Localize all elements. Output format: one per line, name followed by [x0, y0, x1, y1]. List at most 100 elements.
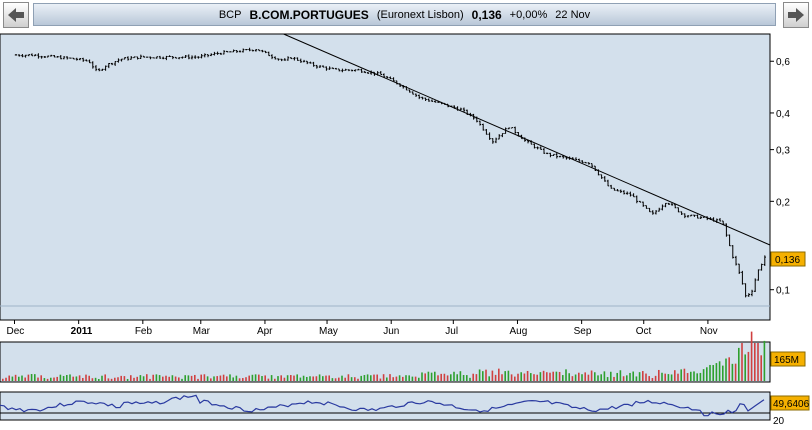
price-bar	[606, 179, 610, 187]
price-bar	[731, 245, 734, 259]
price-bar	[741, 270, 744, 285]
price-bar	[104, 65, 107, 71]
volume-bar	[728, 357, 730, 381]
price-bar	[306, 60, 309, 65]
volume-bar	[350, 377, 353, 381]
price-bar	[661, 204, 664, 211]
volume-bar	[664, 373, 666, 381]
volume-bar	[706, 367, 708, 381]
volume-bar	[552, 371, 554, 381]
volume-bar	[437, 375, 439, 381]
price-bar	[133, 56, 136, 59]
price-bar	[350, 69, 354, 72]
volume-bar	[357, 378, 359, 381]
price-bar	[120, 58, 123, 62]
price-bar	[674, 204, 677, 209]
volume-bar	[24, 377, 26, 381]
volume-bar	[622, 376, 625, 381]
volume-bar	[635, 376, 638, 381]
volume-bar	[171, 375, 174, 381]
forward-button[interactable]	[783, 2, 809, 28]
price-bar	[645, 205, 648, 209]
price-bar	[152, 57, 155, 59]
price-bar	[200, 54, 203, 59]
price-bar	[632, 193, 635, 198]
price-bar	[677, 207, 680, 213]
volume-bar	[619, 370, 622, 381]
price-bar	[299, 58, 302, 63]
price-bar	[126, 56, 130, 61]
price-bar	[533, 143, 536, 149]
price-bar	[382, 73, 386, 78]
volume-bar	[414, 376, 417, 381]
volume-bar	[510, 374, 513, 381]
volume-bar	[754, 343, 756, 381]
trendline[interactable]	[283, 33, 771, 246]
volume-bar	[386, 377, 388, 381]
price-bar	[290, 57, 293, 60]
oscillator-panel[interactable]	[0, 391, 771, 421]
price-bar	[78, 57, 82, 61]
volume-bar	[693, 371, 695, 381]
volume-bar	[446, 375, 449, 381]
price-bar	[357, 68, 360, 71]
price-bar	[347, 69, 350, 72]
ticker-symbol: BCP	[218, 8, 242, 21]
last-price: 0,136	[471, 7, 502, 22]
price-bar	[334, 67, 338, 70]
volume-bar	[91, 378, 94, 381]
volume-bar	[299, 377, 302, 381]
volume-badge	[770, 351, 806, 367]
price-bar	[408, 89, 411, 93]
volume-bar	[568, 373, 570, 381]
volume-bar	[594, 372, 596, 381]
volume-bar	[360, 375, 362, 381]
price-bar	[325, 66, 328, 71]
volume-bar	[683, 368, 686, 381]
price-bar	[642, 201, 645, 207]
price-panel[interactable]	[0, 33, 771, 321]
price-bar	[168, 55, 171, 58]
volume-bar	[741, 343, 743, 381]
price-bar	[114, 60, 117, 66]
price-bar	[184, 55, 187, 59]
price-bar	[251, 49, 254, 52]
volume-bar	[587, 374, 590, 381]
volume-bar	[718, 361, 721, 381]
quote-date: 22 Nov	[555, 8, 591, 21]
price-bar	[626, 191, 629, 195]
price-bar	[536, 146, 539, 150]
volume-bar	[293, 375, 295, 381]
back-button[interactable]	[3, 2, 29, 28]
price-bar	[462, 107, 466, 113]
price-bar	[683, 213, 686, 219]
price-bar	[578, 158, 581, 162]
price-bar	[187, 54, 190, 60]
price-bar	[258, 49, 261, 52]
price-bar	[664, 202, 667, 208]
x-tick-label: May	[319, 326, 338, 337]
volume-bar	[610, 371, 612, 381]
volume-bar	[760, 355, 762, 381]
price-bar	[581, 160, 584, 163]
volume-bar	[626, 375, 628, 381]
price-bar	[584, 161, 587, 164]
volume-bar	[104, 374, 106, 381]
price-bar	[760, 263, 763, 271]
price-bar	[219, 52, 222, 55]
volume-bar	[597, 375, 599, 381]
price-bar	[635, 195, 638, 204]
price-bar	[62, 56, 66, 60]
volume-panel[interactable]	[0, 341, 771, 383]
volume-bar	[690, 371, 692, 381]
price-bar	[651, 210, 654, 215]
instrument-name: B.COM.PORTUGUES	[249, 7, 369, 22]
volume-bar	[238, 378, 241, 381]
volume-bar	[14, 374, 17, 381]
volume-bar	[603, 371, 606, 381]
volume-bar	[130, 375, 132, 381]
volume-bar	[667, 374, 670, 381]
volume-bar	[440, 373, 442, 381]
volume-bar	[530, 373, 532, 381]
x-tick-label: 2011	[71, 326, 93, 337]
